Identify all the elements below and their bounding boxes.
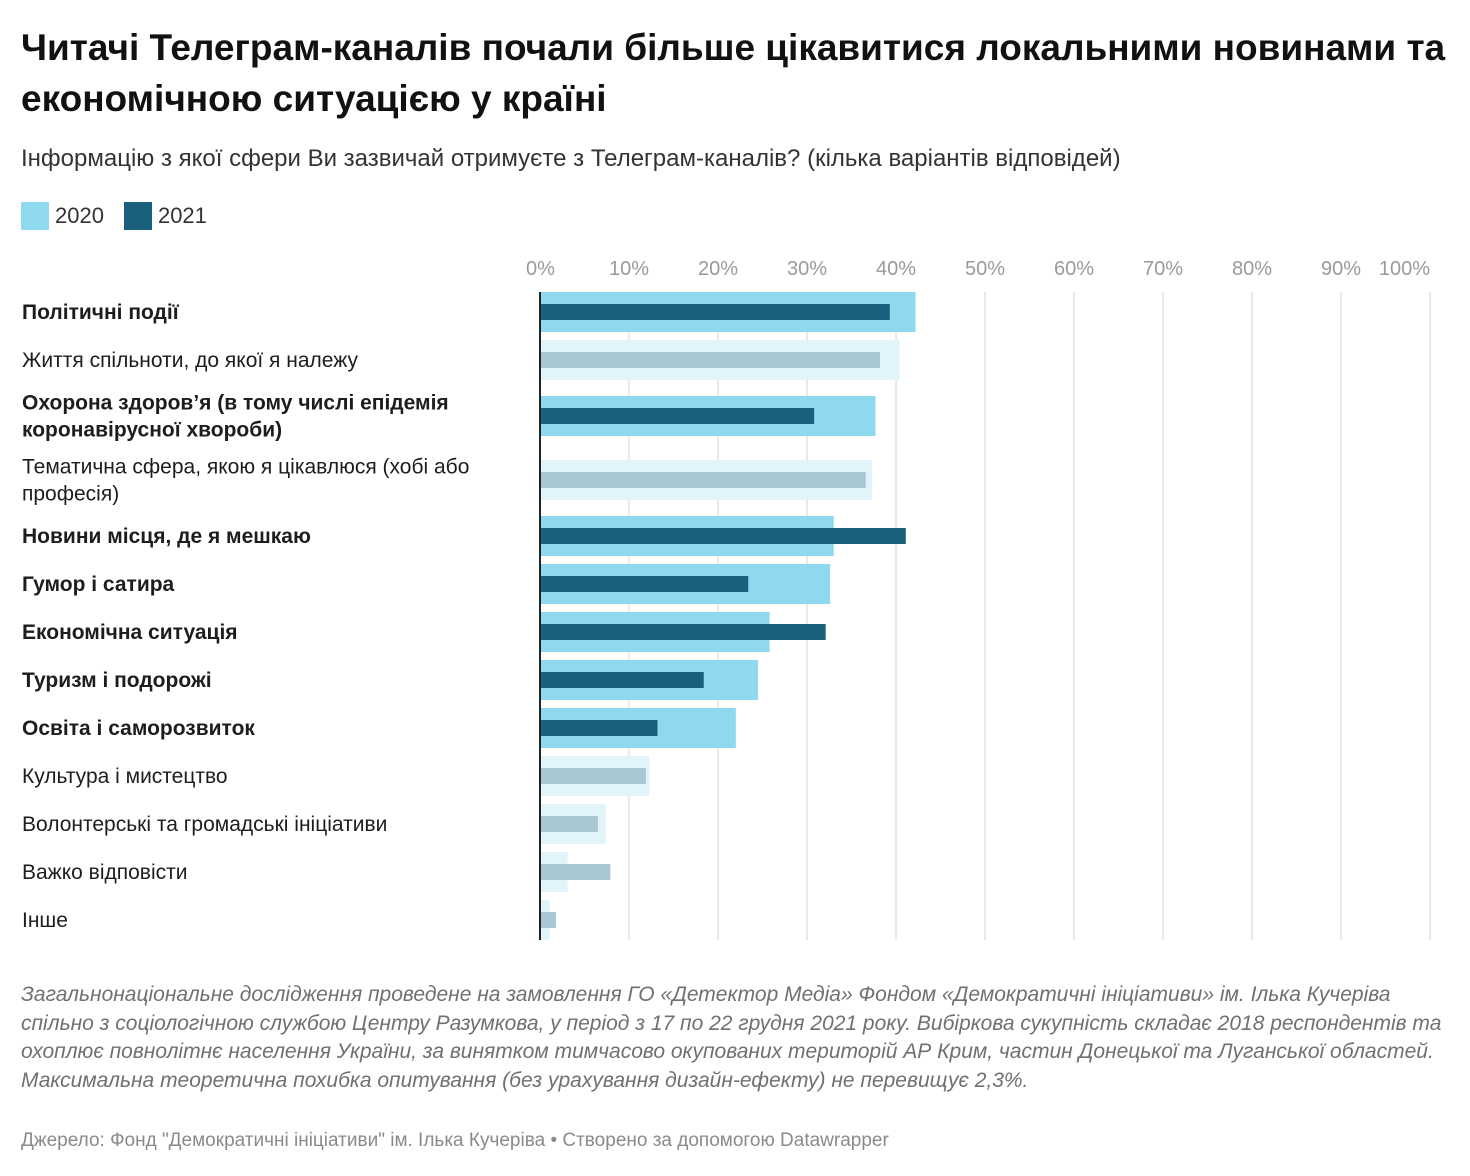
x-tick-label: 90% bbox=[1321, 258, 1361, 280]
bar-2021 bbox=[540, 352, 880, 368]
bar-2021 bbox=[540, 304, 890, 320]
x-tick-label: 70% bbox=[1143, 258, 1183, 280]
x-tick-label: 80% bbox=[1232, 258, 1272, 280]
legend-label-2021: 2021 bbox=[157, 203, 207, 228]
category-label: коронавірусної хвороби) bbox=[22, 419, 282, 442]
category-label: Гумор і сатира bbox=[22, 573, 175, 596]
legend-item-2020: 2020 bbox=[21, 202, 104, 230]
legend: 2020 2021 bbox=[21, 202, 227, 230]
category-label: Охорона здоров’я (в тому числі епідемія bbox=[22, 392, 449, 415]
category-label: Волонтерські та громадські ініціативи bbox=[22, 813, 387, 836]
x-tick-label: 0% bbox=[526, 258, 555, 280]
legend-label-2020: 2020 bbox=[55, 203, 104, 228]
category-label: Тематична сфера, якою я цікавлюся (хобі … bbox=[22, 456, 469, 479]
category-label: Туризм і подорожі bbox=[22, 669, 212, 692]
x-tick-label: 20% bbox=[698, 258, 738, 280]
chart-notes: Загальнонаціональне дослідження проведен… bbox=[21, 983, 1442, 1092]
x-tick-label: 50% bbox=[965, 258, 1005, 280]
category-label: Політичні події bbox=[22, 301, 180, 324]
category-label: професія) bbox=[22, 483, 119, 506]
bar-2021 bbox=[540, 624, 826, 640]
bar-2021 bbox=[540, 672, 704, 688]
bar-2021 bbox=[540, 816, 598, 832]
legend-swatch-2020 bbox=[21, 202, 49, 230]
bar-2021 bbox=[540, 472, 866, 488]
bar-2021 bbox=[540, 528, 906, 544]
category-label: Життя спільноти, до якої я належу bbox=[22, 349, 359, 372]
category-label: Важко відповісти bbox=[22, 861, 187, 884]
legend-item-2021: 2021 bbox=[123, 202, 207, 230]
category-label: Економічна ситуація bbox=[22, 621, 238, 644]
bar-2021 bbox=[540, 912, 557, 928]
bar-2021 bbox=[540, 408, 815, 424]
category-label: Інше bbox=[22, 909, 68, 932]
x-tick-label: 60% bbox=[1054, 258, 1094, 280]
category-label: Новини місця, де я мешкаю bbox=[22, 525, 311, 548]
x-tick-label: 30% bbox=[787, 258, 827, 280]
x-tick-label: 100% bbox=[1379, 258, 1430, 280]
bar-2021 bbox=[540, 768, 646, 784]
bar-2021 bbox=[540, 864, 611, 880]
chart-title: Читачі Телеграм-каналів почали більше ці… bbox=[21, 27, 1446, 119]
category-label: Культура і мистецтво bbox=[22, 765, 228, 788]
chart-subtitle: Інформацію з якої сфери Ви зазвичай отри… bbox=[21, 145, 1121, 172]
category-label: Освіта і саморозвиток bbox=[22, 717, 255, 740]
chart-source: Джерело: Фонд "Демократичні ініціативи" … bbox=[21, 1130, 889, 1151]
x-tick-label: 40% bbox=[876, 258, 916, 280]
x-tick-label: 10% bbox=[609, 258, 649, 280]
bar-2021 bbox=[540, 576, 749, 592]
bar-2021 bbox=[540, 720, 658, 736]
bar-chart: 0% 10% 20% 30% 40% 50% 60% 70% 80% 90% 100% Політич… bbox=[22, 258, 1431, 940]
legend-swatch-2021 bbox=[123, 202, 152, 230]
